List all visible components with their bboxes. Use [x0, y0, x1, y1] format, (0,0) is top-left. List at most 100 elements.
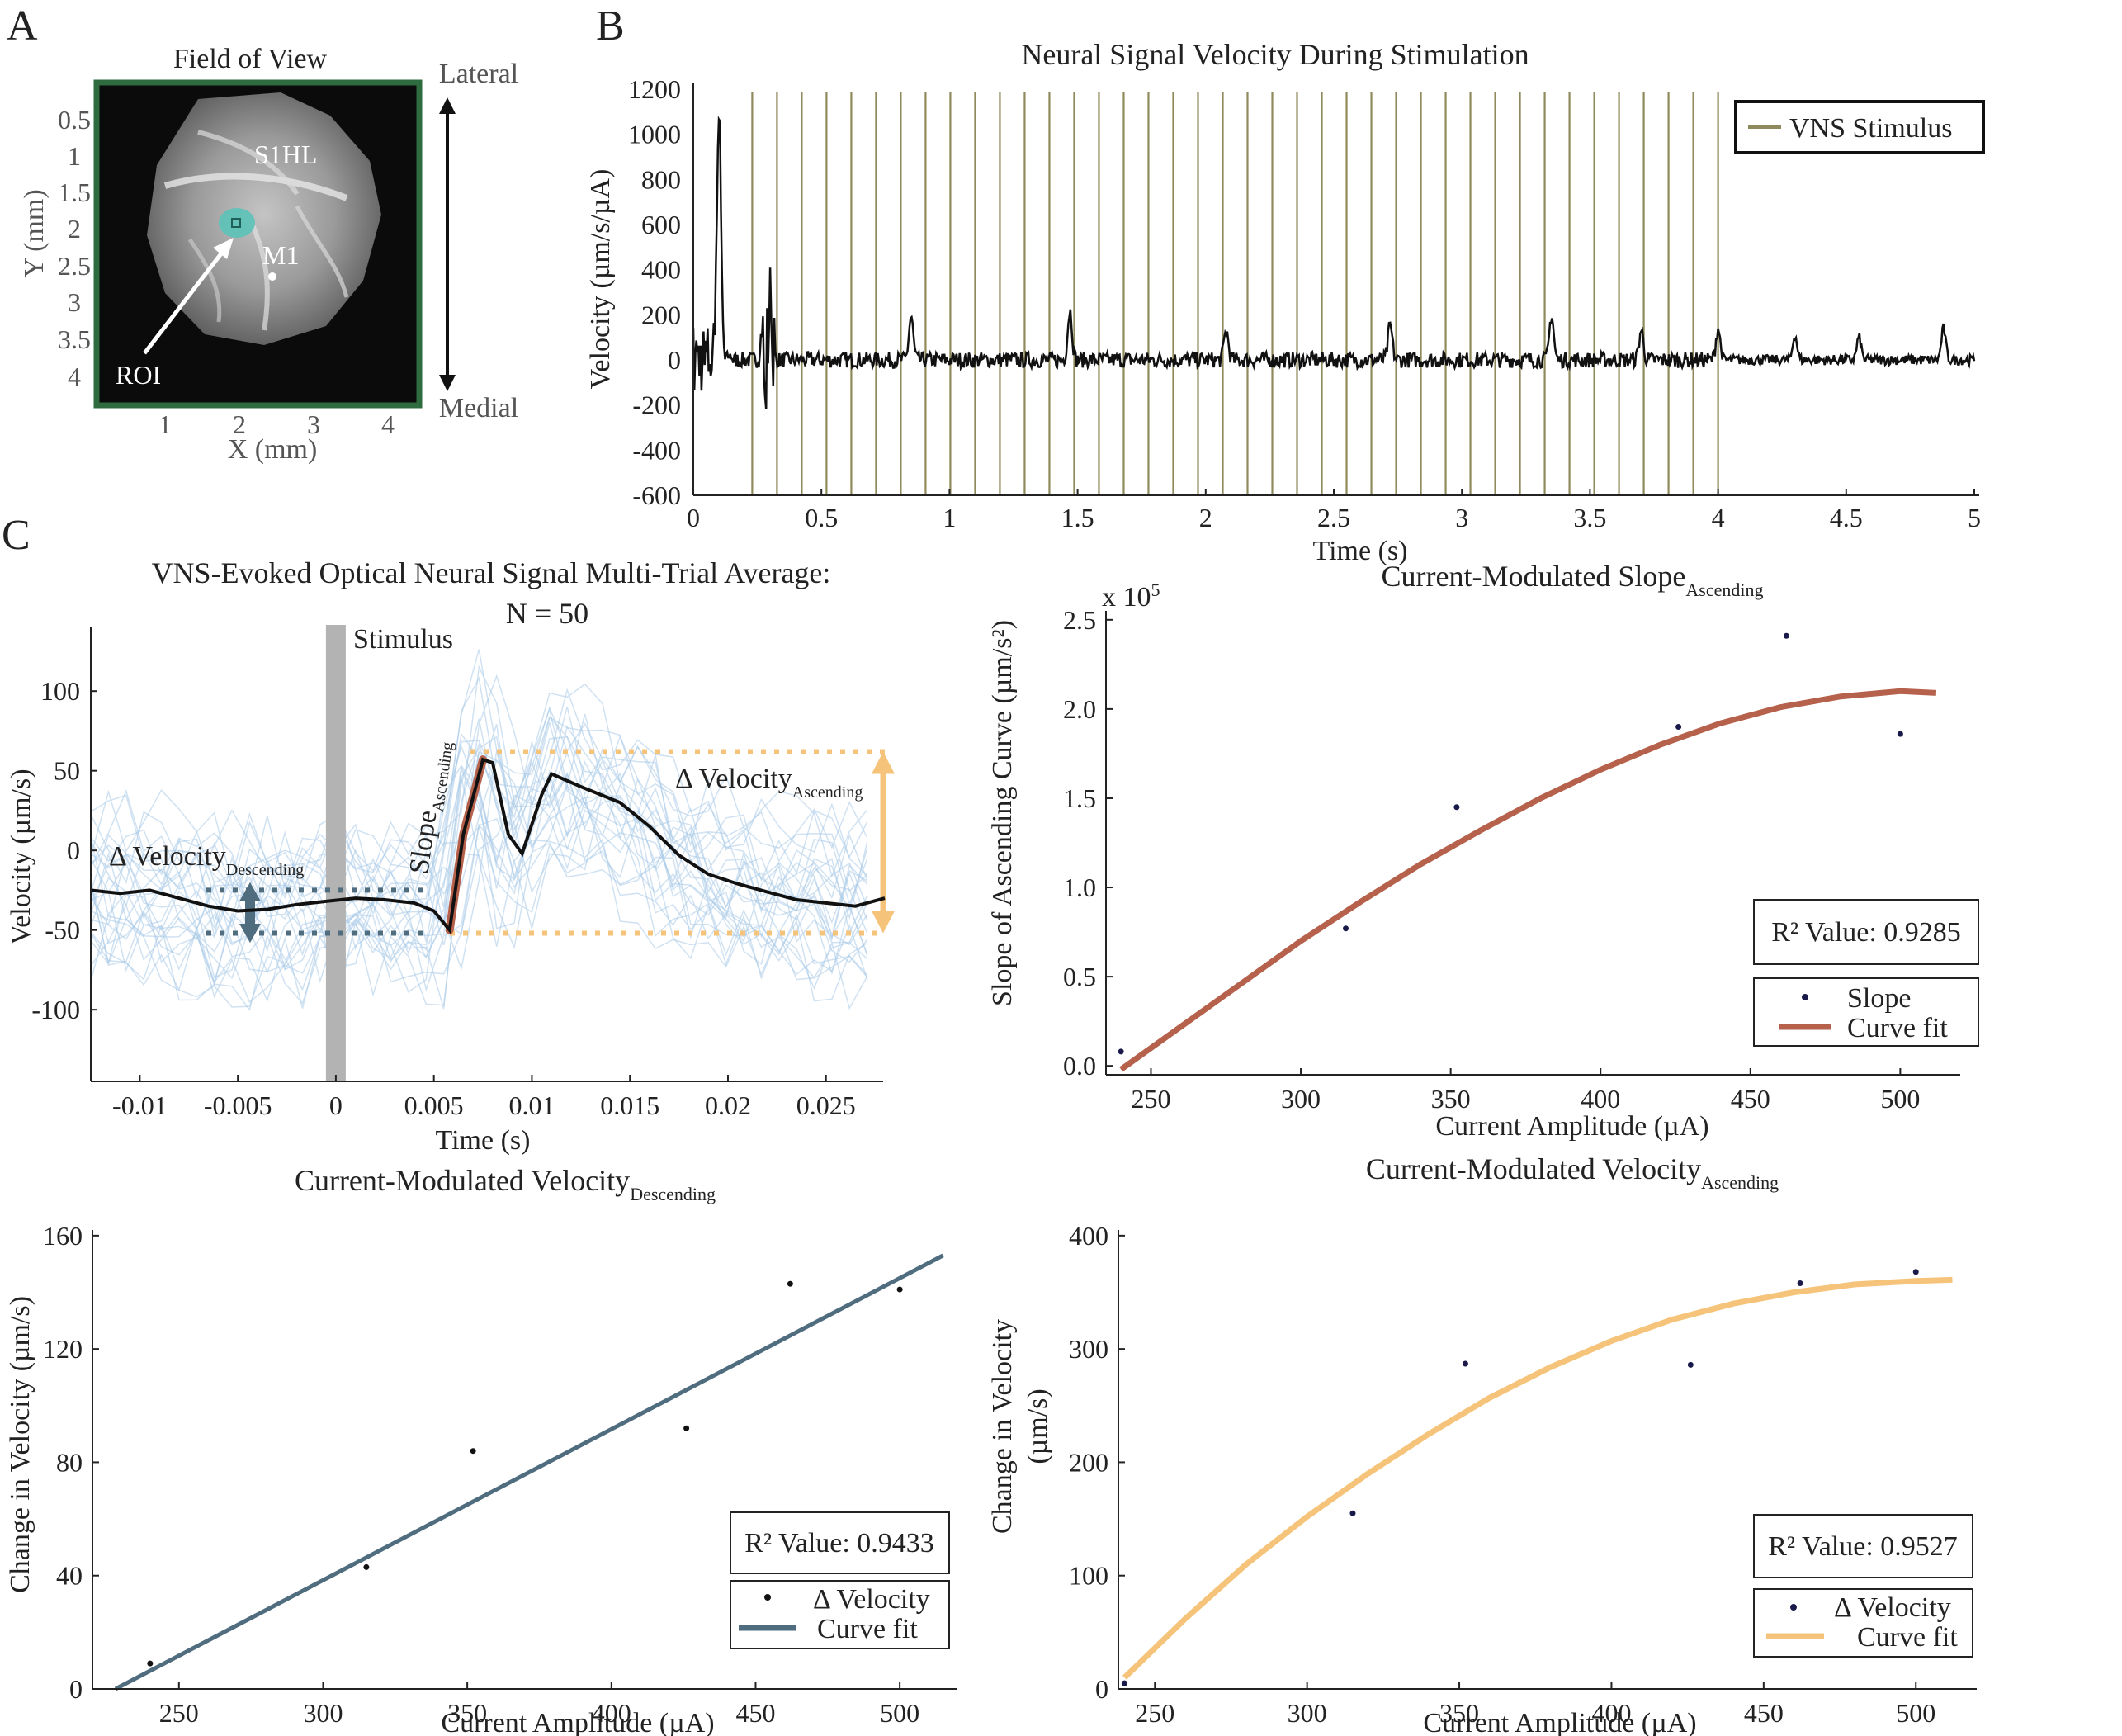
y-tick-label: 120	[43, 1334, 83, 1364]
trial-trace	[90, 676, 868, 891]
y-tick-label: 0	[1095, 1674, 1108, 1704]
panel-a-ytick: 2.5	[58, 251, 91, 281]
dv-desc-main: Δ Velocity	[109, 841, 226, 872]
trial-trace	[90, 716, 868, 900]
x-tick-label: -0.005	[204, 1090, 272, 1120]
panel-a: Field of View S1HL M1 ROI 0.5 1 1.5 2 2.…	[19, 44, 518, 465]
panel-a-ytick: 2	[68, 214, 81, 244]
legend-vns-label: VNS Stimulus	[1789, 113, 1952, 144]
slope-curve-fit	[1119, 688, 1937, 1072]
panel-letter-c: C	[2, 512, 31, 559]
vdesc-xlabel: Current Amplitude (µA)	[441, 1708, 714, 1736]
panel-a-ytick: 3	[68, 287, 81, 317]
vessel	[163, 173, 348, 201]
panel-c-xlabel: Time (s)	[436, 1125, 531, 1156]
x-tick-label: 250	[1131, 1084, 1170, 1114]
panel-b: Neural Signal Velocity During Stimulatio…	[585, 38, 1985, 566]
vessel	[295, 205, 349, 298]
x-tick-label: 0.01	[508, 1090, 555, 1120]
slope-title: Current-Modulated SlopeAscending	[1381, 560, 1763, 600]
m1-label: M1	[262, 240, 299, 270]
panel-a-xtick: 3	[307, 409, 320, 439]
y-tick-label: 0	[668, 345, 681, 375]
vasc-ylabel-line1: Change in Velocity	[987, 1319, 1018, 1534]
panel-b-title: Neural Signal Velocity During Stimulatio…	[1021, 38, 1529, 71]
y-tick-label: -400	[632, 435, 681, 465]
x-tick-label: 5	[1968, 503, 1981, 532]
vasc-title-main: Current-Modulated Velocity	[1366, 1152, 1701, 1185]
y-tick-label: 1200	[628, 74, 681, 104]
panel-a-xtick: 2	[233, 409, 246, 439]
x-tick-label: 3	[1455, 503, 1468, 532]
panel-c-average: VNS-Evoked Optical Neural Signal Multi-T…	[6, 556, 895, 1156]
y-tick-label: 80	[56, 1447, 83, 1477]
x-tick-label: -0.01	[112, 1090, 168, 1120]
vasc-legend-fit: Curve fit	[1857, 1622, 1958, 1653]
x-tick-label: 400	[592, 1698, 631, 1728]
panel-a-ytick: 3.5	[58, 324, 91, 354]
bright-spot	[268, 272, 276, 281]
trial-trace	[90, 665, 868, 891]
data-point	[1797, 1280, 1803, 1287]
y-tick-label: 1000	[628, 120, 681, 149]
exponent-power: 5	[1151, 579, 1160, 600]
data-point	[683, 1425, 690, 1431]
data-point	[1343, 925, 1349, 932]
vasc-title-sub: Ascending	[1701, 1172, 1779, 1193]
vdesc-points	[147, 1280, 903, 1667]
arrow-up-icon	[872, 751, 895, 774]
trial-trace	[90, 649, 868, 874]
dv-desc-sub: Descending	[226, 861, 304, 879]
y-tick-label: 600	[641, 210, 681, 239]
slope-title-sub: Ascending	[1685, 579, 1763, 600]
trial-trace	[90, 759, 868, 934]
vasc-points	[1121, 1269, 1919, 1686]
trial-trace	[90, 725, 868, 936]
vasc-r2-box	[1753, 1514, 1973, 1578]
panel-a-ytick: 1.5	[58, 177, 91, 207]
legend-box	[1734, 100, 1985, 154]
single-trials	[90, 649, 868, 1012]
panel-c-title: VNS-Evoked Optical Neural Signal Multi-T…	[152, 556, 831, 589]
vasc-ticks: 250 300 350 400 450 500 400 300 200 100 0	[1069, 1221, 1935, 1728]
vdesc-title-main: Current-Modulated Velocity	[295, 1164, 630, 1197]
vdesc-r2-label: R² Value: 0.9433	[744, 1528, 934, 1559]
y-tick-label: 0	[67, 835, 80, 865]
x-tick-label: 450	[735, 1698, 775, 1728]
slope-legend-points: Slope	[1847, 983, 1911, 1014]
x-tick-label: 2	[1199, 503, 1212, 532]
s1hl-label: S1HL	[254, 140, 317, 169]
y-tick-label: 1.5	[1063, 783, 1096, 813]
medial-label: Medial	[439, 393, 518, 423]
x-tick-label: 500	[1880, 1084, 1920, 1114]
y-tick-label: 50	[54, 756, 80, 786]
trial-trace	[90, 842, 868, 1010]
arrow-down-icon	[439, 375, 456, 391]
panel-c-slope: Current-Modulated SlopeAscending x 105 S…	[987, 560, 1979, 1142]
x-tick-label: 300	[303, 1698, 343, 1728]
y-tick-label: 160	[43, 1221, 83, 1251]
x-tick-label: 0.015	[600, 1090, 659, 1120]
panel-b-ticks: 0 0.5 1 1.5 2 2.5 3 3.5 4 4.5 5 1200 1000 800 600 400 20…	[628, 74, 1981, 532]
slope-legend	[1753, 977, 1979, 1047]
x-tick-label: 1.5	[1061, 503, 1094, 532]
panel-a-xtick: 1	[158, 409, 172, 439]
x-tick-label: 4.5	[1830, 503, 1863, 532]
roi-arrowhead	[213, 238, 234, 259]
vdesc-legend-points: Δ Velocity	[813, 1584, 930, 1615]
x-tick-label: 400	[1591, 1698, 1631, 1728]
data-point	[1121, 1680, 1127, 1686]
y-tick-label: 2.0	[1063, 694, 1096, 724]
vdesc-title: Current-Modulated VelocityDescending	[295, 1164, 716, 1204]
y-tick-label: 400	[641, 255, 681, 285]
y-tick-label: 400	[1069, 1221, 1108, 1251]
data-point	[1453, 804, 1460, 811]
vasc-xlabel: Current Amplitude (µA)	[1423, 1708, 1696, 1736]
x-tick-label: 300	[1281, 1084, 1321, 1114]
x-tick-label: 1	[943, 503, 956, 532]
x-tick-label: 0	[329, 1090, 343, 1120]
panel-c-ylabel: Velocity (µm/s)	[6, 769, 36, 944]
y-tick-label: -600	[632, 480, 681, 510]
